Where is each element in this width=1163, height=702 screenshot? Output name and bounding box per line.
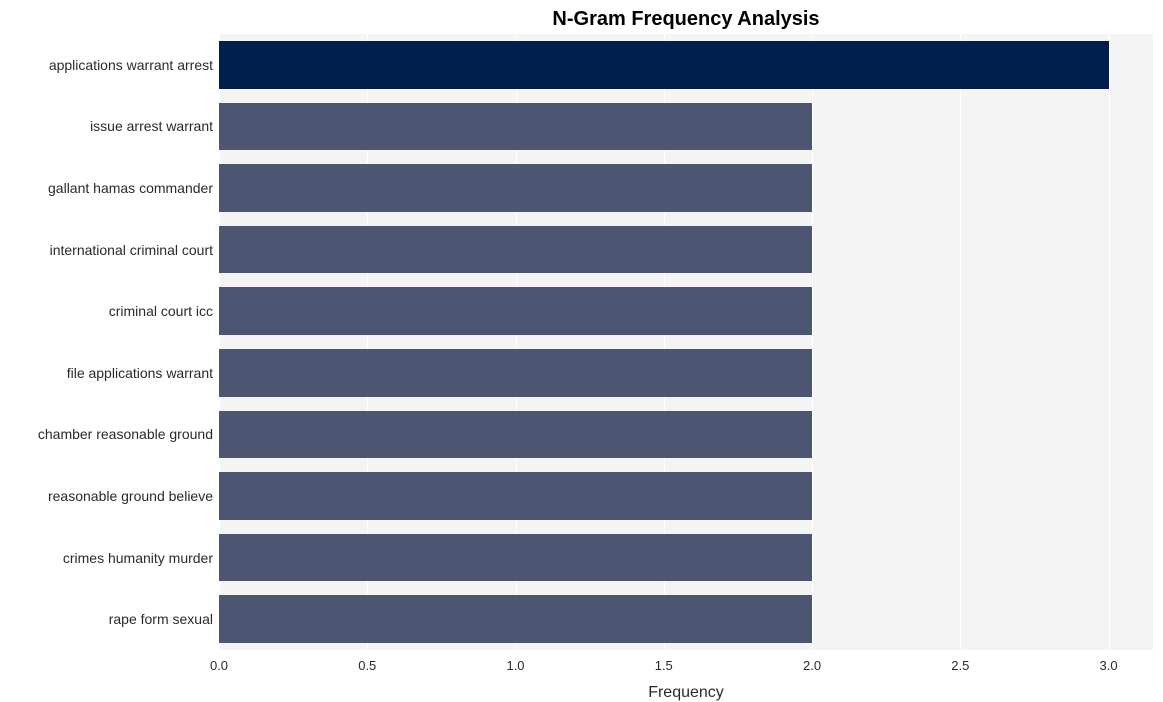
plot-area: Frequency 0.00.51.01.52.02.53.0applicati… — [219, 34, 1153, 650]
bar — [219, 472, 812, 519]
bar — [219, 164, 812, 211]
x-tick-label: 2.0 — [803, 650, 821, 673]
x-tick-label: 0.5 — [358, 650, 376, 673]
x-tick-label: 3.0 — [1099, 650, 1117, 673]
chart-title: N-Gram Frequency Analysis — [219, 8, 1153, 31]
y-tick-label: gallant hamas commander — [48, 180, 219, 196]
bar — [219, 226, 812, 273]
bar — [219, 595, 812, 642]
y-tick-label: criminal court icc — [109, 303, 219, 319]
bar — [219, 349, 812, 396]
y-tick-label: issue arrest warrant — [90, 118, 219, 134]
bar — [219, 534, 812, 581]
bar — [219, 287, 812, 334]
y-tick-label: international criminal court — [50, 242, 219, 258]
bar — [219, 103, 812, 150]
ngram-frequency-chart: N-Gram Frequency Analysis Frequency 0.00… — [0, 0, 1163, 701]
y-tick-label: applications warrant arrest — [49, 57, 219, 73]
bar — [219, 411, 812, 458]
x-tick-label: 2.5 — [951, 650, 969, 673]
x-tick-label: 0.0 — [210, 650, 228, 673]
y-tick-label: chamber reasonable ground — [38, 426, 219, 442]
y-tick-label: crimes humanity murder — [63, 550, 219, 566]
x-tick-label: 1.0 — [506, 650, 524, 673]
bar — [219, 41, 1109, 88]
grid-line — [960, 34, 961, 650]
y-tick-label: file applications warrant — [67, 365, 219, 381]
x-tick-label: 1.5 — [655, 650, 673, 673]
y-tick-label: reasonable ground believe — [48, 488, 219, 504]
x-axis-label: Frequency — [219, 684, 1153, 702]
grid-line — [812, 34, 813, 650]
grid-line — [1109, 34, 1110, 650]
y-tick-label: rape form sexual — [109, 611, 219, 627]
